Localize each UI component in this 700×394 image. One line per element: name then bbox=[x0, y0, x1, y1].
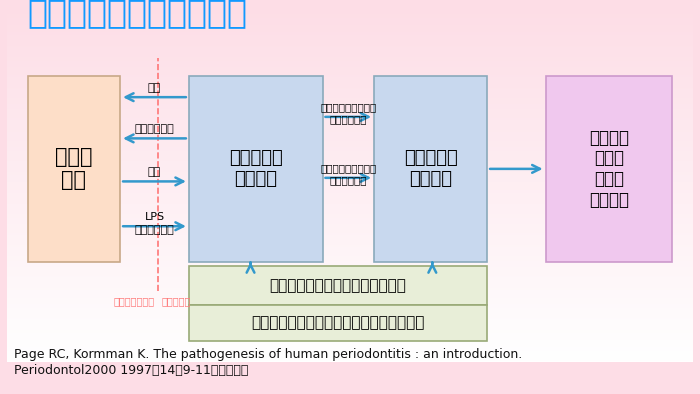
FancyBboxPatch shape bbox=[374, 76, 487, 262]
Text: 歯周組織内: 歯周組織内 bbox=[161, 296, 190, 306]
Text: プロテアーゼ: プロテアーゼ bbox=[330, 175, 367, 185]
Text: 歯周病の
成立と
進行の
臨床症状: 歯周病の 成立と 進行の 臨床症状 bbox=[589, 129, 629, 209]
FancyBboxPatch shape bbox=[27, 76, 120, 262]
Text: Page RC, Kormman K. The pathogenesis of human periodontitis : an introduction.: Page RC, Kormman K. The pathogenesis of … bbox=[14, 348, 522, 361]
Text: 他の病原因子: 他の病原因子 bbox=[134, 225, 174, 235]
FancyBboxPatch shape bbox=[189, 266, 487, 305]
FancyBboxPatch shape bbox=[189, 305, 487, 341]
Text: 歯周ポケット内: 歯周ポケット内 bbox=[113, 296, 155, 306]
Text: サイトカイン: サイトカイン bbox=[330, 114, 367, 124]
Text: 後天的因子（生活習慣に由来するリスク）: 後天的因子（生活習慣に由来するリスク） bbox=[251, 316, 425, 331]
Text: 抗体: 抗体 bbox=[148, 83, 161, 93]
Text: Periodontol2000 1997：14：9-11　より改変: Periodontol2000 1997：14：9-11 より改変 bbox=[14, 364, 248, 377]
Text: マトリックスメタロ: マトリックスメタロ bbox=[320, 164, 377, 173]
FancyBboxPatch shape bbox=[545, 76, 673, 262]
Text: LPS: LPS bbox=[144, 212, 164, 222]
Text: 先天的因子（宿主由来のリスク）: 先天的因子（宿主由来のリスク） bbox=[270, 278, 407, 293]
Text: 結合組織・
骨の代謝: 結合組織・ 骨の代謝 bbox=[404, 149, 458, 188]
Text: 細菌の
侵襲: 細菌の 侵襲 bbox=[55, 147, 92, 190]
Text: プロスタグランジン: プロスタグランジン bbox=[320, 102, 377, 113]
Text: 多形核白血球: 多形核白血球 bbox=[134, 124, 174, 134]
Text: 歯周病発症のメカニズム: 歯周病発症のメカニズム bbox=[27, 0, 248, 29]
FancyBboxPatch shape bbox=[189, 76, 323, 262]
Text: 抗原: 抗原 bbox=[148, 167, 161, 177]
Text: 宿主免疫・
炎症反応: 宿主免疫・ 炎症反応 bbox=[229, 149, 283, 188]
